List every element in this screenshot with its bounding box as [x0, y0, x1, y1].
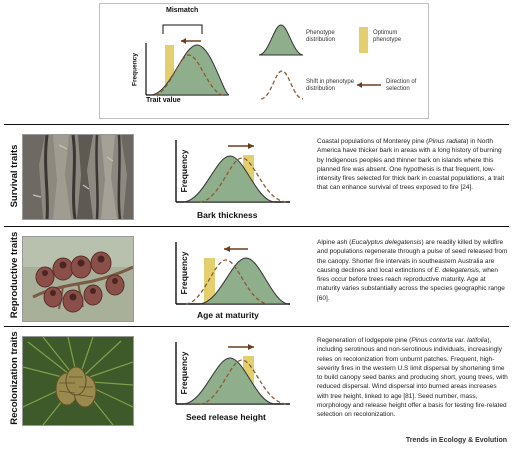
chart-seed-height-xlabel: Seed release height: [186, 412, 266, 422]
description-segment: E. delegatensis: [434, 266, 479, 274]
selection-arrowhead: [224, 246, 230, 252]
optimum-bar: [204, 258, 215, 304]
description-segment: , when fires occur before trees reach re…: [317, 266, 505, 302]
chart-seed-height: [175, 342, 290, 405]
journal-credit: Trends in Ecology & Evolution: [405, 437, 507, 444]
shift-curve: [185, 259, 269, 305]
legend-selection-arrowhead: [181, 38, 186, 44]
key-optimum-icon: [359, 27, 368, 53]
description-reproductive: Alpine ash (Eucalyptus delegatensis) are…: [317, 238, 509, 303]
legend-xlabel: Trait value: [146, 97, 181, 104]
shift-curve: [199, 157, 287, 203]
divider-top: [4, 124, 509, 125]
divider-2: [4, 326, 509, 327]
photo-pine-cones: [22, 336, 134, 426]
description-segment: ), including serotinous and non-serotino…: [317, 337, 508, 419]
shift-curve: [199, 359, 287, 405]
chart-maturity-ylabel: Frequency: [179, 251, 189, 295]
key-direction-label: Direction of selection: [386, 79, 417, 92]
row-label-reproductive: Reproductive traits: [9, 231, 20, 319]
photo-eucalyptus: [22, 236, 134, 322]
description-segment: Eucalyptus delegatensis: [351, 239, 422, 246]
eucalyptus-image: [23, 237, 133, 321]
chart-bark: [175, 140, 290, 203]
phenotype-curve: [183, 357, 275, 405]
description-segment: Pinus radiata: [428, 138, 467, 145]
legend-panel: [99, 3, 429, 119]
key-phenotype-icon: [258, 24, 304, 56]
description-recolonization: Regeneration of lodgepole pine (Pinus co…: [317, 336, 509, 420]
chart-bark-xlabel: Bark thickness: [197, 210, 258, 220]
pine-cone-image: [23, 337, 133, 425]
description-segment: Alpine ash (: [317, 239, 352, 246]
key-optimum-label: Optimum phenotype: [373, 30, 402, 43]
legend-diagram: [145, 24, 381, 100]
phenotype-curve: [183, 155, 275, 203]
selection-arrowhead: [248, 143, 254, 149]
key-shift-label: Shift in phenotype distribution: [306, 79, 355, 92]
legend-ylabel: Frequency: [131, 53, 139, 86]
chart-seed-height-ylabel: Frequency: [179, 351, 189, 395]
chart-maturity-xlabel: Age at maturity: [197, 310, 259, 320]
legend-phenotype-curve: [150, 44, 230, 96]
mismatch-label: Mismatch: [166, 7, 199, 14]
chart-bark-ylabel: Frequency: [179, 149, 189, 193]
description-survival: Coastal populations of Monterey pine (Pi…: [317, 137, 509, 193]
legend-optimum-bar: [165, 45, 174, 95]
description-segment: Coastal populations of Monterey pine (: [317, 138, 429, 145]
phenotype-curve: [199, 257, 289, 305]
legend-shift-curve: [154, 54, 224, 96]
row-label-recolonization: Recolonization traits: [9, 331, 20, 425]
key-phenotype-label: Phenotype distribution: [306, 30, 336, 43]
description-segment: ) are readily killed by wildfire and pop…: [317, 239, 508, 274]
photo-bark: [22, 134, 134, 220]
description-segment: Pinus contorta var. latifolia: [411, 337, 488, 344]
description-segment: ) in North America have thicker bark in …: [317, 138, 505, 192]
mismatch-bracket: [162, 24, 203, 34]
key-direction-arrowhead: [357, 82, 362, 88]
key-shift-icon: [260, 70, 304, 100]
description-segment: Regeneration of lodgepole pine (: [317, 337, 412, 344]
row-label-survival: Survival traits: [9, 144, 20, 208]
chart-maturity: [175, 242, 290, 305]
divider-1: [4, 226, 509, 227]
selection-arrowhead: [248, 344, 254, 350]
bark-image: [23, 135, 133, 219]
